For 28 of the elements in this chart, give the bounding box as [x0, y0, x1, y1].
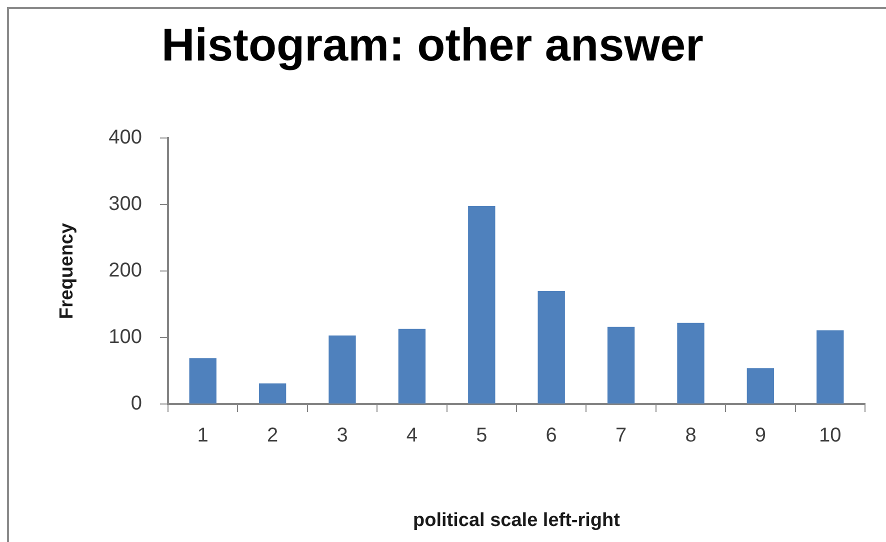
bar [258, 383, 286, 404]
y-axis-title: Frequency [56, 222, 78, 320]
x-tick-label: 7 [615, 424, 627, 447]
bar [607, 326, 635, 404]
bar [746, 368, 774, 404]
bar [328, 336, 356, 404]
bar [189, 358, 216, 404]
x-tick-label: 2 [266, 424, 278, 447]
x-tick-label: 6 [546, 424, 557, 447]
y-tick-label: 200 [108, 260, 142, 282]
x-axis-title: political scale left-right [413, 510, 621, 531]
bar [538, 291, 565, 404]
chart-title: Histogram: other answer [162, 18, 704, 70]
x-tick-label: 9 [754, 424, 766, 447]
x-tick-label: 4 [406, 424, 418, 447]
x-tick-label: 1 [197, 424, 208, 447]
y-tick-label: 400 [108, 126, 142, 149]
bar [816, 330, 844, 404]
x-tick-label: 10 [819, 424, 842, 447]
bar [468, 206, 496, 404]
y-tick-label: 100 [108, 326, 142, 348]
y-tick-label: 0 [130, 392, 142, 415]
x-tick-label: 3 [336, 424, 348, 447]
y-tick-label: 300 [108, 193, 142, 216]
x-tick-label: 5 [476, 424, 488, 447]
x-tick-label: 8 [685, 424, 696, 447]
bar [398, 328, 426, 404]
bar [677, 322, 704, 404]
